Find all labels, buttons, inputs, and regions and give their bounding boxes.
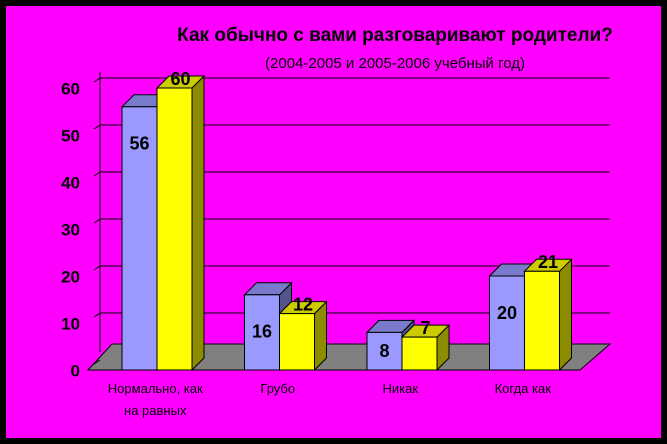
data-label: 16 — [252, 322, 272, 342]
tick-mark — [93, 77, 101, 83]
bar — [244, 294, 280, 371]
y-tick-label: 0 — [71, 361, 80, 380]
y-tick-label: 30 — [61, 220, 80, 239]
tick-mark — [93, 359, 101, 365]
y-tick-label: 60 — [61, 79, 80, 98]
bar-side — [559, 258, 572, 372]
bar — [524, 270, 560, 371]
tick-mark — [93, 312, 101, 318]
tick-mark — [93, 171, 101, 177]
x-tick-label: Никак — [382, 381, 419, 396]
x-tick-label: Нормально, как на равных — [107, 381, 203, 418]
data-label: 12 — [293, 294, 313, 314]
data-label: 56 — [129, 134, 149, 154]
bar — [121, 106, 158, 371]
x-tick-label: Грубо — [260, 381, 296, 396]
data-label: 21 — [538, 252, 558, 272]
tick-mark — [93, 265, 101, 271]
bar-side — [191, 74, 205, 372]
tick-mark — [93, 124, 101, 130]
bar — [489, 275, 525, 371]
chart-title: Как обычно с вами разговаривают родители… — [177, 25, 613, 46]
data-label: 8 — [379, 341, 389, 361]
y-tick-label: 10 — [61, 314, 80, 333]
bar — [156, 87, 193, 371]
bar — [366, 331, 403, 371]
bar — [279, 313, 315, 371]
y-tick-label: 20 — [61, 267, 80, 286]
y-tick-label: 40 — [61, 173, 80, 192]
bar — [401, 336, 438, 371]
data-label: 20 — [497, 303, 517, 323]
tick-mark — [93, 218, 101, 224]
x-tick-label: Когда как — [494, 381, 551, 396]
chart-subtitle: (2004-2005 и 2005-2006 учебный год) — [265, 55, 525, 72]
y-tick-label: 50 — [61, 126, 80, 145]
data-label: 7 — [420, 318, 430, 338]
data-label: 60 — [170, 69, 190, 89]
